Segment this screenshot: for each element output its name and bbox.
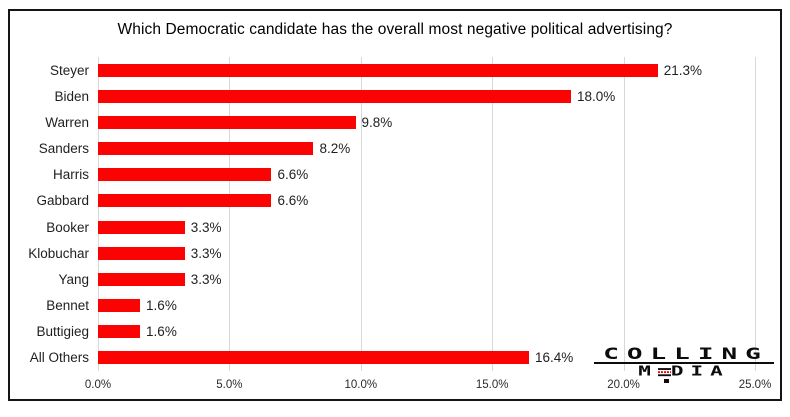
logo-word-media: M DIA xyxy=(594,365,774,378)
bar-row: 3.3% xyxy=(98,266,755,292)
logo-letter: A xyxy=(710,363,730,379)
bar-value-label: 8.2% xyxy=(319,141,351,157)
category-label: Biden xyxy=(54,88,89,104)
bar-row: 1.6% xyxy=(98,293,755,319)
x-axis-tick-label: 0.0% xyxy=(84,379,112,391)
logo-dot xyxy=(664,379,669,383)
gridline xyxy=(492,57,494,371)
logo-letter: D xyxy=(670,363,691,379)
x-axis-tick-label: 25.0% xyxy=(738,379,772,391)
category-label: Harris xyxy=(53,167,89,183)
bar-row: 21.3% xyxy=(98,57,755,83)
bar xyxy=(98,299,141,313)
bar-row: 18.0% xyxy=(98,83,755,109)
logo-letter: M xyxy=(638,363,658,379)
bar-row: 1.6% xyxy=(98,319,755,345)
logo-e-bar xyxy=(657,374,671,377)
bar xyxy=(98,63,658,77)
plot-area: 21.3% 18.0% 9.8% 8.2% 6.6% 6.6% 3.3% 3.3% 3.3% 1.… xyxy=(98,57,756,371)
bar xyxy=(98,115,356,129)
category-label: Klobuchar xyxy=(28,245,89,261)
gridline xyxy=(623,57,625,371)
category-label: Warren xyxy=(45,114,89,130)
bar xyxy=(98,142,314,156)
bar-row: 16.4% xyxy=(98,345,755,371)
category-label: All Others xyxy=(29,350,89,366)
bar-value-label: 16.4% xyxy=(534,350,574,366)
bar-value-label: 1.6% xyxy=(146,324,177,340)
bar-value-label: 9.8% xyxy=(361,114,393,130)
bar xyxy=(98,220,185,234)
gridline xyxy=(98,57,99,371)
bar xyxy=(98,194,272,208)
bar xyxy=(98,272,185,286)
bar-value-label: 21.3% xyxy=(663,62,703,78)
category-label: Buttigieg xyxy=(36,324,89,340)
bar-row: 6.6% xyxy=(98,162,755,188)
bar-value-label: 6.6% xyxy=(277,167,309,183)
bar-value-label: 6.6% xyxy=(277,193,309,209)
bar-value-label: 3.3% xyxy=(190,219,222,235)
logo-divider xyxy=(594,362,774,364)
bar xyxy=(98,168,272,182)
logo-letter-e xyxy=(657,368,671,377)
logo-word-colling: COLLING xyxy=(603,345,769,364)
bar-row: 3.3% xyxy=(98,214,755,240)
bar-value-label: 1.6% xyxy=(146,298,177,314)
category-label: Sanders xyxy=(38,141,89,157)
bar xyxy=(98,325,141,339)
bar-value-label: 18.0% xyxy=(577,88,616,104)
x-axis-tick-label: 10.0% xyxy=(344,379,378,391)
bar-row: 9.8% xyxy=(98,109,755,135)
x-axis: 0.0% 5.0% 10.0% 15.0% 20.0% 25.0% xyxy=(85,379,771,395)
category-label: Steyer xyxy=(49,62,89,78)
bar-row: 3.3% xyxy=(98,240,755,266)
bar xyxy=(98,89,572,103)
chart-frame: Which Democratic candidate has the overa… xyxy=(8,9,782,401)
bar-value-label: 3.3% xyxy=(190,271,222,287)
category-label: Booker xyxy=(46,219,89,235)
bar xyxy=(98,351,529,365)
logo-letter: I xyxy=(690,363,711,379)
bar-row: 6.6% xyxy=(98,188,755,214)
gridline xyxy=(360,57,362,371)
category-label: Yang xyxy=(58,271,89,287)
bar-row: 8.2% xyxy=(98,136,755,162)
x-axis-tick-label: 20.0% xyxy=(607,379,640,391)
bar-value-label: 3.3% xyxy=(190,245,222,261)
category-labels: Steyer Biden Warren Sanders Harris Gabbard Boo… xyxy=(10,57,89,371)
logo-e-bar xyxy=(657,371,671,374)
x-axis-tick-label: 5.0% xyxy=(216,379,243,391)
category-label: Gabbard xyxy=(36,193,89,209)
x-axis-tick-label: 15.0% xyxy=(475,379,509,391)
logo-e-bar xyxy=(657,368,671,370)
colling-media-logo: COLLING M DIA xyxy=(594,336,774,386)
chart-title: Which Democratic candidate has the overa… xyxy=(117,21,673,38)
gridline xyxy=(229,57,231,371)
category-label: Bennet xyxy=(46,298,89,314)
gridline xyxy=(755,57,756,371)
bar xyxy=(98,246,185,260)
